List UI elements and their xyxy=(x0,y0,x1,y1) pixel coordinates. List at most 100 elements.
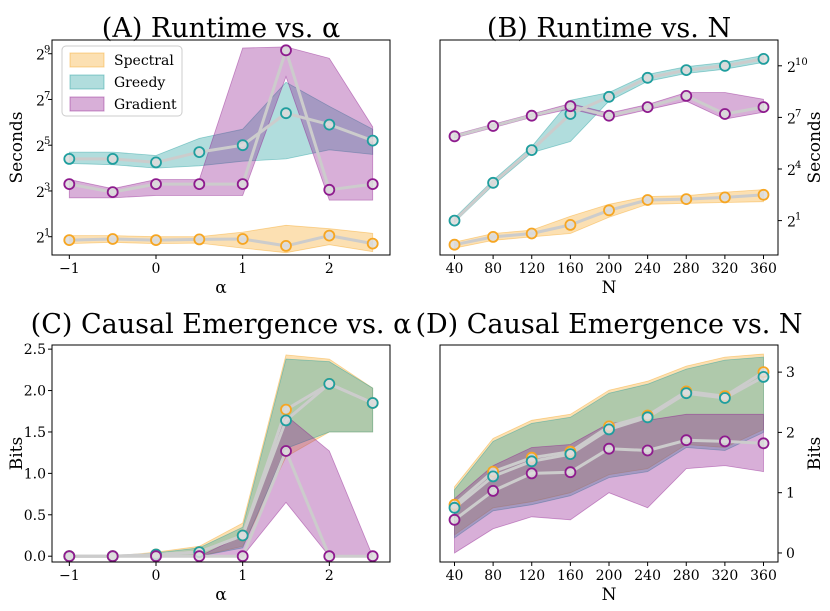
panel-title: (A) Runtime vs. α xyxy=(102,13,340,44)
line-gradient xyxy=(69,48,373,194)
point-gradient xyxy=(680,434,693,447)
line-greedy xyxy=(69,111,374,164)
point-greedy xyxy=(525,144,538,157)
point-spectral xyxy=(719,191,731,204)
point-gradient xyxy=(564,466,577,479)
point-gradient xyxy=(193,550,206,563)
point-spectral xyxy=(641,194,654,206)
y-tick-label-exp: 1 xyxy=(795,212,801,223)
point-spectral xyxy=(63,234,76,247)
point-gradient xyxy=(280,445,292,457)
point-greedy xyxy=(323,377,336,390)
x-tick-label: 280 xyxy=(673,261,700,277)
point-greedy xyxy=(280,107,292,120)
point-gradient xyxy=(106,186,119,199)
point-gradient xyxy=(487,484,500,497)
legend-label-gradient: Gradient xyxy=(114,97,177,113)
line-gradient xyxy=(69,449,373,558)
point-spectral xyxy=(280,239,292,252)
point-greedy xyxy=(487,176,500,189)
point-greedy xyxy=(719,59,731,72)
point-gradient xyxy=(719,108,731,120)
x-tick-label: 120 xyxy=(518,568,545,584)
panel-title: (B) Runtime vs. N xyxy=(487,13,731,44)
x-tick-label: 280 xyxy=(673,568,700,584)
point-spectral xyxy=(280,403,292,416)
point-greedy xyxy=(680,64,693,76)
point-greedy xyxy=(280,414,292,427)
legend-box xyxy=(61,45,183,117)
legend-label-greedy: Greedy xyxy=(114,75,165,91)
y-tick-label-exp: 5 xyxy=(44,136,50,147)
x-tick-label: 320 xyxy=(712,568,739,584)
panel-a: (A) Runtime vs. α−1 0 1 22 12 32 52 72 9αSeconds… xyxy=(7,13,391,298)
plot-frame xyxy=(51,39,391,256)
x-tick-label: 240 xyxy=(634,568,661,584)
x-axis-label: N xyxy=(602,278,617,298)
x-tick-label: 200 xyxy=(596,261,623,277)
y-tick-label-base: 2 xyxy=(36,48,45,64)
plot-frame xyxy=(439,39,779,256)
legend-swatch-gradient xyxy=(69,96,105,112)
point-greedy xyxy=(366,134,379,147)
point-greedy xyxy=(487,470,500,483)
x-tick-label: 40 xyxy=(446,261,464,277)
point-spectral xyxy=(366,237,379,250)
point-greedy xyxy=(236,139,249,152)
x-tick-label: 200 xyxy=(596,568,623,584)
x-tick-label: −1 xyxy=(59,261,80,277)
x-tick-label: 240 xyxy=(634,261,661,277)
y-tick-label-exp: 1 xyxy=(44,228,50,239)
legend-label-spectral: Spectral xyxy=(114,53,174,69)
x-tick-label: −1 xyxy=(59,568,80,584)
x-axis-label: N xyxy=(602,585,617,605)
y-tick-label-exp: 9 xyxy=(44,45,50,56)
point-greedy xyxy=(525,455,538,468)
point-gradient xyxy=(448,130,461,143)
point-gradient xyxy=(236,550,249,563)
point-gradient xyxy=(366,178,379,191)
line-spectral xyxy=(69,234,373,248)
point-spectral xyxy=(150,234,162,247)
point-spectral xyxy=(680,193,693,206)
y-tick-label: 1 xyxy=(786,486,795,502)
point-gradient xyxy=(448,513,461,526)
x-tick-label: 0 xyxy=(152,568,161,584)
plot-frame xyxy=(51,344,391,563)
point-gradient xyxy=(757,437,770,450)
x-tick-label: 360 xyxy=(750,261,777,277)
y-tick-label: 0 xyxy=(786,546,795,562)
point-greedy xyxy=(63,152,76,165)
x-tick-label: 320 xyxy=(712,261,739,277)
x-axis-label: α xyxy=(215,585,227,605)
point-spectral xyxy=(487,230,500,243)
x-tick-label: 2 xyxy=(325,261,334,277)
panel-b: (B) Runtime vs. N 40 80 120 160 200 240 280 320 3… xyxy=(439,13,825,298)
y-tick-label-base: 2 xyxy=(787,60,796,76)
point-greedy xyxy=(719,392,731,404)
point-greedy xyxy=(564,448,577,461)
point-greedy xyxy=(193,146,206,159)
point-greedy xyxy=(603,423,615,436)
point-gradient xyxy=(323,183,336,196)
point-spectral xyxy=(525,227,538,240)
point-gradient xyxy=(757,101,770,113)
point-gradient xyxy=(680,90,693,102)
point-gradient xyxy=(366,550,379,563)
point-greedy xyxy=(603,90,615,103)
point-spectral xyxy=(193,233,206,246)
point-greedy xyxy=(757,53,770,65)
legend-swatch-greedy xyxy=(69,74,105,90)
y-tick-label: 0.0 xyxy=(24,549,46,565)
point-gradient xyxy=(487,120,500,132)
point-gradient xyxy=(193,178,206,191)
panel-c: (C) Causal Emergence vs. α −1 0 1 2 0.0 0.5 1.0… xyxy=(7,309,411,605)
point-spectral xyxy=(603,204,615,217)
band-gradient xyxy=(454,413,764,554)
point-greedy xyxy=(680,387,693,400)
x-tick-label: 0 xyxy=(152,261,161,277)
point-spectral xyxy=(106,233,119,245)
panel-d: (D) Causal Emergence vs. N40 80 120 160 200 2… xyxy=(415,309,825,605)
point-gradient xyxy=(564,100,577,113)
point-greedy xyxy=(448,214,461,227)
